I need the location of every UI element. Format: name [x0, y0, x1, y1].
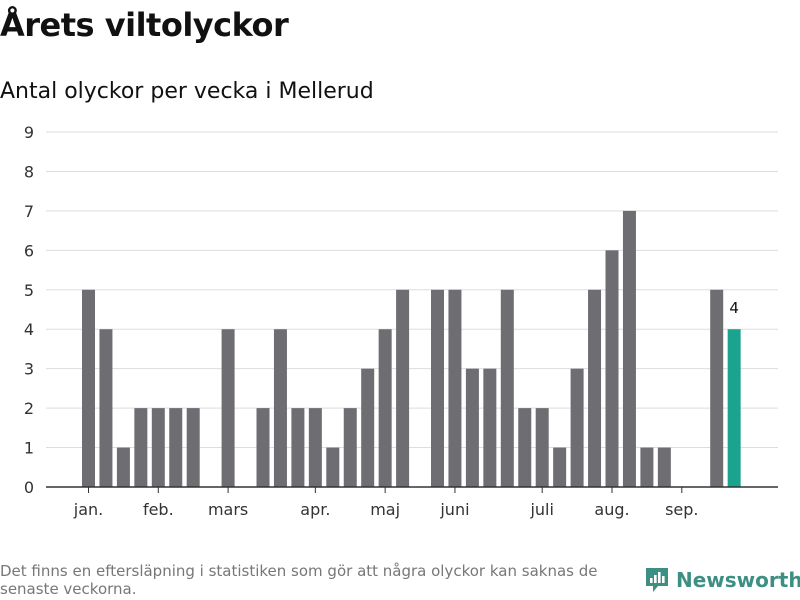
x-tick-label: maj [370, 500, 400, 519]
bar-week-22 [448, 289, 462, 487]
bar-week-29 [570, 368, 584, 487]
footnote: Det finns en eftersläpning i statistiken… [0, 562, 598, 598]
bar-week-9 [221, 329, 235, 487]
y-axis-ticks: 0 1 2 3 4 5 6 7 8 9 [24, 123, 34, 497]
bar-chart: 0 1 2 3 4 5 6 7 8 9 jan. feb. mars apr. maj juni juli au… [24, 123, 778, 519]
bar-week-17 [361, 368, 375, 487]
x-tick-label: feb. [143, 500, 174, 519]
bar-week-24 [483, 368, 497, 487]
bar-week-38 [727, 329, 741, 487]
bar-week-19 [396, 289, 410, 487]
bar-week-7 [186, 408, 200, 487]
bar-week-16 [343, 408, 357, 487]
bar-week-25 [500, 289, 514, 487]
bar-week-11 [256, 408, 270, 487]
bar-week-14 [308, 408, 322, 487]
y-tick-label: 0 [24, 478, 34, 497]
brand-name: Newsworthy [676, 568, 800, 592]
x-tick-label: aug. [594, 500, 629, 519]
y-tick-label: 5 [24, 281, 34, 300]
y-tick-label: 2 [24, 399, 34, 418]
highlight-data-label: 4 [729, 299, 739, 317]
bar-week-1 [82, 289, 95, 487]
bar-week-15 [326, 447, 340, 487]
x-tick-label: juli [529, 500, 553, 519]
brand-logo: Newsworthy [644, 566, 800, 594]
bar-week-2 [99, 329, 113, 487]
y-tick-label: 8 [24, 162, 34, 181]
x-tick-label: sep. [665, 500, 698, 519]
bar-week-13 [291, 408, 305, 487]
bar-week-4 [134, 408, 148, 487]
bar-week-21 [431, 289, 444, 487]
y-tick-label: 1 [24, 439, 34, 458]
bar-week-30 [588, 289, 602, 487]
bar-week-18 [378, 329, 392, 487]
gridlines [46, 131, 778, 449]
x-tick-label: apr. [300, 500, 330, 519]
x-tick-label: jan. [73, 500, 103, 519]
y-tick-label: 7 [24, 202, 34, 221]
bar-week-34 [657, 447, 671, 487]
x-tick-label: juni [439, 500, 469, 519]
bar-week-27 [535, 408, 549, 487]
chart-title: Årets viltolyckor [0, 6, 289, 44]
bar-week-37 [710, 289, 724, 487]
bar-week-26 [518, 408, 532, 487]
bar-week-31 [605, 250, 619, 487]
newsworthy-icon [646, 568, 668, 592]
y-tick-label: 6 [24, 241, 34, 260]
chart-subtitle: Antal olyckor per vecka i Mellerud [0, 79, 374, 104]
bar-week-23 [465, 368, 479, 487]
x-axis-ticks: jan. feb. mars apr. maj juni juli aug. sep. [73, 487, 699, 519]
bar-week-28 [553, 447, 567, 487]
y-tick-label: 4 [24, 320, 34, 339]
x-tick-label: mars [208, 500, 248, 519]
bar-week-33 [640, 447, 654, 487]
bar-week-5 [151, 408, 165, 487]
bars [82, 210, 741, 487]
bar-week-3 [116, 447, 130, 487]
bar-week-6 [169, 408, 183, 487]
y-tick-label: 3 [24, 360, 34, 379]
y-tick-label: 9 [24, 123, 34, 142]
bar-week-12 [273, 329, 287, 487]
bar-week-32 [622, 210, 636, 487]
